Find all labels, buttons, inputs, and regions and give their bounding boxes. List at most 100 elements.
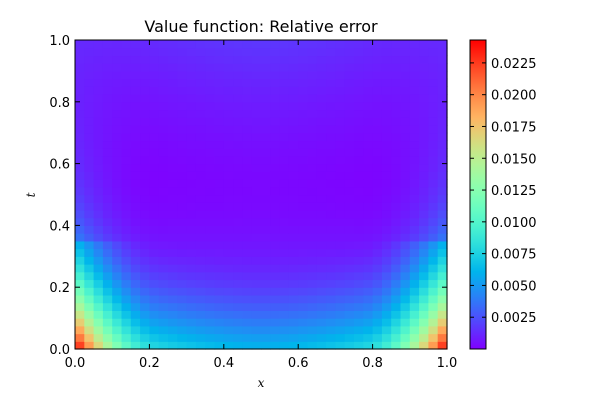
heatmap-cell	[84, 186, 95, 196]
heatmap-cell	[233, 109, 243, 118]
heatmap-cell	[121, 186, 132, 196]
heatmap-cell	[428, 86, 439, 95]
heatmap-cell	[93, 240, 104, 250]
heatmap-cell	[195, 70, 206, 80]
heatmap-cell	[354, 163, 364, 172]
heatmap-cell	[298, 186, 309, 196]
heatmap-cell	[75, 40, 85, 49]
heatmap-cell	[130, 109, 141, 118]
heatmap-cell	[75, 225, 85, 234]
heatmap-cell	[205, 70, 216, 80]
heatmap-cell	[326, 94, 336, 103]
heatmap-cell	[279, 86, 290, 95]
heatmap-cell	[233, 117, 243, 126]
heatmap-cell	[121, 248, 132, 257]
heatmap-cell	[381, 63, 392, 72]
heatmap-cell	[93, 186, 104, 196]
heatmap-cell	[326, 86, 336, 95]
heatmap-cell	[279, 179, 290, 188]
heatmap-cell	[223, 279, 234, 288]
heatmap-cell	[419, 217, 429, 226]
heatmap-cell	[75, 94, 85, 103]
heatmap-cell	[251, 171, 262, 180]
heatmap-cell	[242, 179, 253, 188]
heatmap-cell	[279, 310, 290, 319]
heatmap-cell	[409, 294, 420, 304]
heatmap-cell	[140, 117, 150, 126]
heatmap-cell	[335, 117, 346, 126]
heatmap-cell	[205, 325, 216, 335]
heatmap-cell	[298, 124, 309, 134]
heatmap-cell	[326, 148, 336, 157]
heatmap-cell	[409, 163, 420, 172]
heatmap-cell	[205, 63, 216, 72]
heatmap-cell	[140, 101, 150, 111]
heatmap-cell	[121, 318, 132, 327]
heatmap-cell	[298, 171, 309, 180]
heatmap-cell	[261, 264, 271, 273]
heatmap-cell	[242, 124, 253, 134]
heatmap-cell	[307, 248, 318, 257]
heatmap-cell	[372, 294, 383, 304]
y-axis: 0.00.20.40.60.81.0	[49, 34, 447, 358]
heatmap-cell	[205, 302, 216, 311]
heatmap-cell	[140, 124, 150, 134]
heatmap-cell	[214, 240, 225, 250]
heatmap-cell	[102, 302, 113, 311]
heatmap-cell	[251, 256, 262, 265]
heatmap-cell	[391, 325, 402, 335]
heatmap-cell	[149, 101, 160, 111]
heatmap-cell	[75, 47, 85, 57]
heatmap-cell	[84, 233, 95, 242]
heatmap-cell	[233, 233, 243, 242]
heatmap-cell	[214, 325, 225, 335]
heatmap-cell	[335, 78, 346, 87]
heatmap-cell	[270, 148, 281, 157]
heatmap-cell	[288, 117, 299, 126]
heatmap-cell	[437, 279, 448, 288]
heatmap-cell	[279, 256, 290, 265]
heatmap-cell	[121, 302, 132, 311]
heatmap-cell	[251, 94, 262, 103]
heatmap-cell	[419, 101, 429, 111]
heatmap-cell	[205, 155, 216, 165]
heatmap-cell	[168, 109, 178, 118]
heatmap-cell	[372, 209, 383, 219]
heatmap-cell	[419, 233, 429, 242]
heatmap-cell	[372, 63, 383, 72]
heatmap-cell	[130, 271, 141, 281]
heatmap-cell	[112, 186, 123, 196]
heatmap-cell	[149, 86, 160, 95]
heatmap-cell	[195, 194, 206, 203]
heatmap-cell	[381, 264, 392, 273]
heatmap-cell	[130, 55, 141, 64]
heatmap-cell	[102, 202, 113, 211]
heatmap-cell	[363, 132, 374, 142]
heatmap-cell	[214, 55, 225, 64]
heatmap-cell	[121, 86, 132, 95]
heatmap-cell	[400, 209, 411, 219]
heatmap-cell	[419, 171, 429, 180]
heatmap-cell	[251, 271, 262, 281]
heatmap-cell	[205, 179, 216, 188]
heatmap-cell	[223, 70, 234, 80]
heatmap-cell	[158, 148, 169, 157]
heatmap-cell	[75, 132, 85, 142]
heatmap-cell	[177, 279, 188, 288]
heatmap-cell	[233, 171, 243, 180]
heatmap-cell	[316, 279, 327, 288]
heatmap-cell	[307, 86, 318, 95]
heatmap-cell	[326, 248, 336, 257]
heatmap-cell	[214, 333, 225, 342]
heatmap-cell	[298, 333, 309, 342]
heatmap-cell	[428, 140, 439, 149]
heatmap-cell	[149, 132, 160, 142]
heatmap-cell	[242, 209, 253, 219]
heatmap-cell	[84, 94, 95, 103]
heatmap-cell	[344, 294, 355, 304]
heatmap-cell	[279, 186, 290, 196]
heatmap-cell	[102, 287, 113, 296]
heatmap-cell	[363, 155, 374, 165]
heatmap-cell	[223, 186, 234, 196]
heatmap-cell	[363, 341, 374, 350]
